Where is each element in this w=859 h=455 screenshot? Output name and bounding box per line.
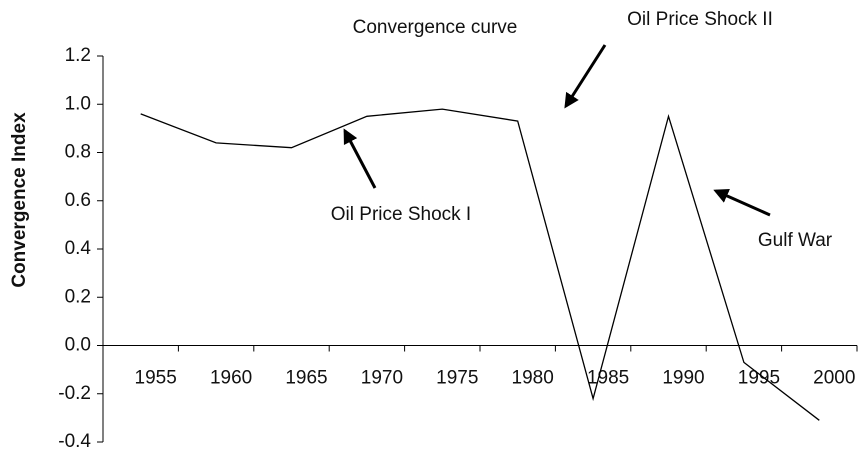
x-tick-label: 1995 bbox=[738, 368, 780, 389]
chart-title: Convergence curve bbox=[353, 17, 518, 38]
x-tick-label: 1960 bbox=[210, 368, 252, 389]
annotation-arrow bbox=[343, 128, 377, 189]
annotation-arrow bbox=[564, 44, 607, 109]
annotation: Gulf War bbox=[758, 230, 833, 251]
x-tick-label: 1955 bbox=[135, 368, 177, 389]
y-tick-label: 0.2 bbox=[65, 286, 91, 307]
annotation: Oil Price Shock II bbox=[627, 9, 773, 30]
x-tick-label: 1975 bbox=[436, 368, 478, 389]
x-tick-label: 1985 bbox=[587, 368, 629, 389]
y-tick-label: -0.2 bbox=[58, 383, 91, 404]
y-tick-label: 0.8 bbox=[65, 142, 91, 163]
y-axis-label: Convergence Index bbox=[9, 112, 30, 288]
x-tick-label: 2000 bbox=[813, 368, 855, 389]
annotation: Oil Price Shock I bbox=[331, 204, 471, 225]
y-tick-label: 1.2 bbox=[65, 45, 91, 66]
data-line bbox=[140, 108, 820, 421]
annotation-arrow bbox=[713, 189, 771, 217]
y-tick-label: -0.4 bbox=[58, 431, 91, 452]
y-tick-label: 0.6 bbox=[65, 190, 91, 211]
y-tick-label: 0.4 bbox=[65, 238, 92, 259]
x-tick-label: 1965 bbox=[285, 368, 327, 389]
x-tick-label: 1990 bbox=[662, 368, 704, 389]
x-tick-label: 1980 bbox=[512, 368, 554, 389]
x-tick-label: 1970 bbox=[361, 368, 403, 389]
y-tick-label: 0.0 bbox=[65, 335, 91, 356]
y-tick-label: 1.0 bbox=[65, 93, 91, 114]
